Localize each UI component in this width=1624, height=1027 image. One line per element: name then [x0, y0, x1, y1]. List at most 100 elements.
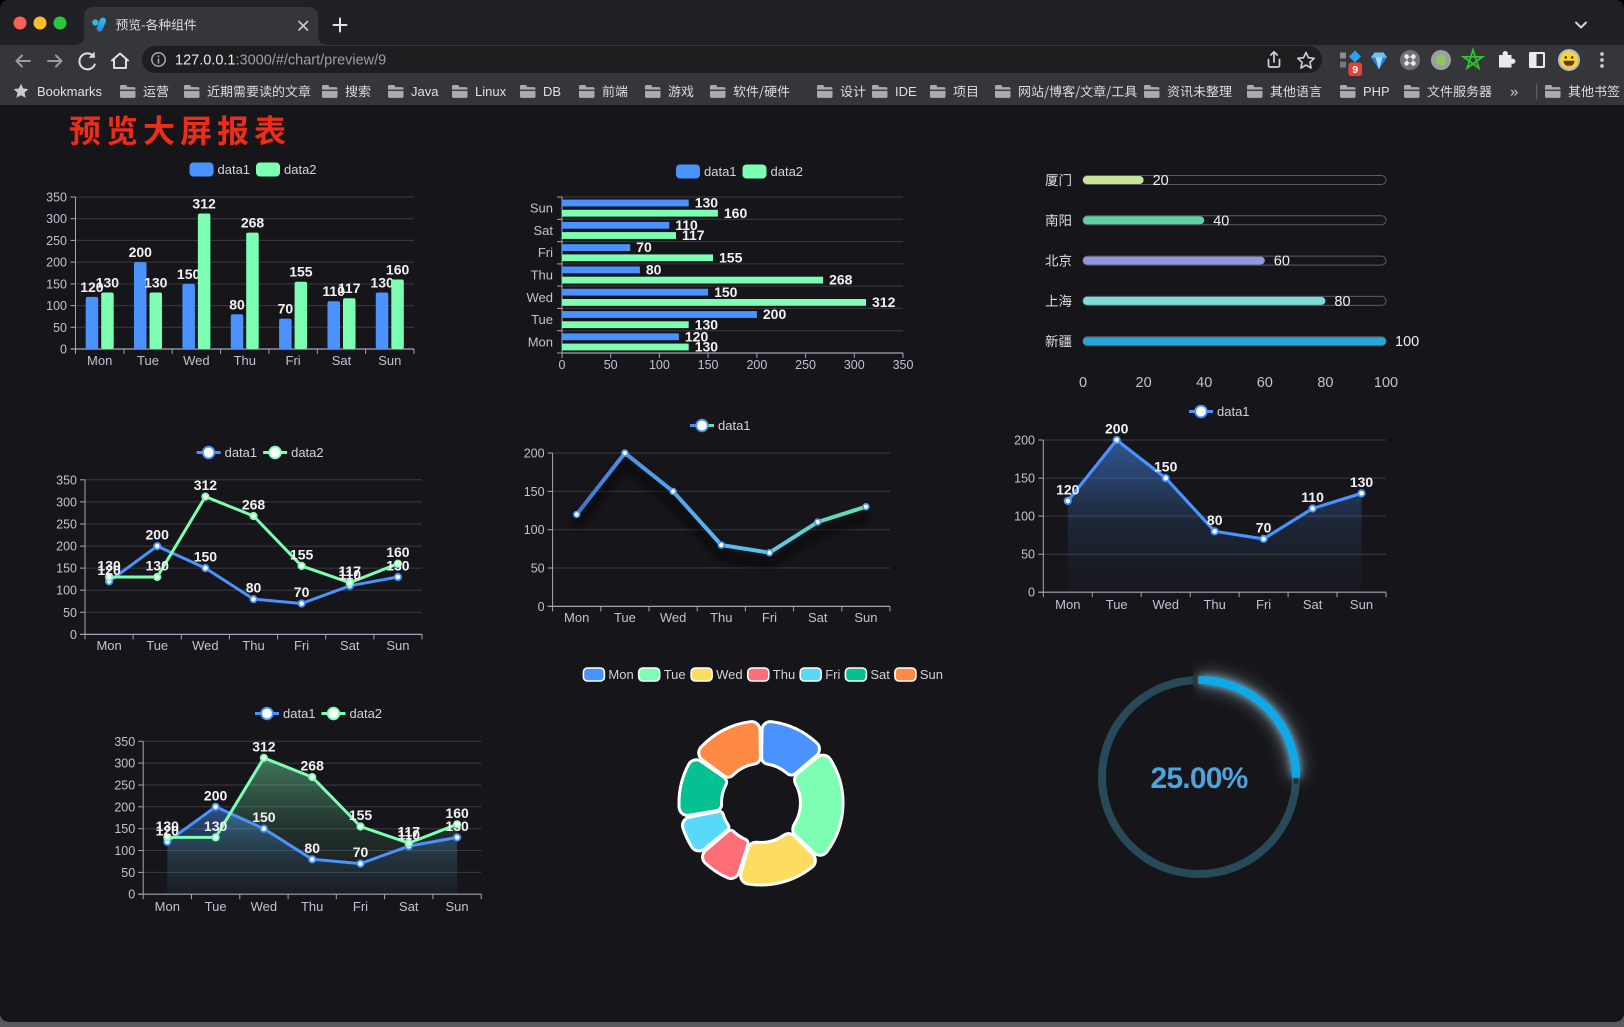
svg-text:Wed: Wed: [527, 290, 554, 305]
svg-text:155: 155: [290, 546, 314, 562]
svg-text:20: 20: [1153, 173, 1169, 189]
svg-text:130: 130: [96, 275, 120, 291]
svg-text:100: 100: [1374, 375, 1398, 391]
svg-text:155: 155: [719, 249, 743, 265]
svg-text:70: 70: [353, 844, 369, 860]
svg-text:Fri: Fri: [286, 353, 301, 368]
svg-text:150: 150: [1014, 472, 1035, 486]
svg-text:Thu: Thu: [234, 353, 256, 368]
svg-text:Mon: Mon: [564, 610, 589, 625]
svg-text:70: 70: [1256, 519, 1272, 535]
svg-text:data2: data2: [284, 162, 317, 177]
svg-text:Tue: Tue: [614, 610, 636, 625]
svg-text:Thu: Thu: [710, 610, 732, 625]
svg-text:80: 80: [646, 262, 662, 278]
svg-text:200: 200: [204, 787, 228, 803]
svg-text:300: 300: [46, 212, 67, 226]
svg-text:Bookmarks: Bookmarks: [37, 84, 103, 99]
svg-text:110: 110: [339, 566, 362, 582]
svg-text:Thu: Thu: [773, 667, 795, 682]
svg-text:Wed: Wed: [192, 638, 219, 653]
svg-text:130: 130: [695, 195, 719, 211]
svg-text:Fri: Fri: [538, 245, 553, 260]
svg-text:Mon: Mon: [608, 667, 633, 682]
svg-text:200: 200: [56, 540, 77, 554]
svg-text:200: 200: [1014, 434, 1035, 448]
svg-text:Wed: Wed: [183, 353, 210, 368]
svg-text:Tue: Tue: [137, 353, 159, 368]
svg-text:Sat: Sat: [1303, 597, 1323, 612]
svg-text:200: 200: [763, 306, 787, 322]
svg-text:130: 130: [695, 339, 719, 355]
svg-text:80: 80: [1207, 512, 1223, 528]
svg-text:Mon: Mon: [155, 899, 180, 914]
svg-text:100: 100: [1395, 334, 1419, 350]
svg-text:300: 300: [56, 495, 77, 509]
svg-text:data1: data1: [718, 418, 751, 433]
svg-text:312: 312: [192, 196, 216, 212]
svg-text:312: 312: [872, 294, 896, 310]
svg-text:Fri: Fri: [1256, 597, 1271, 612]
svg-text:60: 60: [1257, 375, 1273, 391]
svg-text:268: 268: [242, 497, 266, 513]
svg-text:150: 150: [252, 809, 276, 825]
svg-text:Fri: Fri: [294, 638, 309, 653]
svg-text:110: 110: [322, 283, 345, 299]
svg-text:Fri: Fri: [762, 610, 777, 625]
svg-text:IDE: IDE: [895, 84, 917, 99]
svg-text:100: 100: [524, 523, 545, 537]
svg-text:Mon: Mon: [528, 334, 553, 349]
svg-text:Sat: Sat: [870, 667, 890, 682]
svg-text:Mon: Mon: [87, 353, 112, 368]
svg-text:0: 0: [538, 600, 545, 614]
svg-text:200: 200: [46, 256, 67, 270]
svg-text:Wed: Wed: [716, 667, 743, 682]
svg-text:150: 150: [194, 549, 218, 565]
svg-text:120: 120: [156, 822, 180, 838]
svg-text:Fri: Fri: [353, 899, 368, 914]
svg-text:Tue: Tue: [1106, 597, 1128, 612]
svg-text:100: 100: [114, 844, 135, 858]
svg-text:130: 130: [204, 818, 228, 834]
svg-text:Wed: Wed: [1152, 597, 1179, 612]
svg-text::3000/#/chart/preview/9: :3000/#/chart/preview/9: [236, 53, 387, 69]
svg-text:70: 70: [294, 584, 310, 600]
svg-text:100: 100: [56, 584, 77, 598]
svg-text:80: 80: [304, 840, 320, 856]
svg-text:250: 250: [46, 234, 67, 248]
svg-text:50: 50: [63, 606, 77, 620]
svg-text:150: 150: [46, 277, 67, 291]
svg-text:Sat: Sat: [399, 899, 419, 914]
svg-text:data1: data1: [225, 445, 258, 460]
svg-text:25.00%: 25.00%: [1151, 762, 1248, 795]
svg-text:50: 50: [604, 358, 618, 372]
svg-text:130: 130: [445, 818, 469, 834]
svg-text:120: 120: [685, 328, 709, 344]
svg-text:data1: data1: [218, 162, 251, 177]
svg-text:120: 120: [80, 279, 104, 295]
svg-text:350: 350: [56, 473, 77, 487]
svg-text:Sun: Sun: [1350, 597, 1373, 612]
svg-text:50: 50: [121, 866, 135, 880]
svg-text:Sat: Sat: [340, 638, 360, 653]
svg-text:Sun: Sun: [854, 610, 877, 625]
svg-text:0: 0: [1028, 586, 1035, 600]
svg-text:Sun: Sun: [530, 201, 553, 216]
svg-text:Linux: Linux: [475, 84, 507, 99]
svg-text:»: »: [1510, 84, 1518, 101]
svg-text:150: 150: [177, 266, 201, 282]
svg-text:268: 268: [241, 215, 265, 231]
svg-text:150: 150: [698, 358, 719, 372]
svg-text:117: 117: [338, 280, 361, 296]
svg-text:117: 117: [682, 227, 705, 243]
svg-text:Thu: Thu: [1203, 597, 1225, 612]
svg-text:data2: data2: [771, 164, 804, 179]
svg-text:50: 50: [1021, 548, 1035, 562]
svg-text:120: 120: [97, 562, 121, 578]
svg-text:100: 100: [1014, 510, 1035, 524]
svg-text:70: 70: [278, 301, 294, 317]
svg-text:50: 50: [531, 562, 545, 576]
svg-text:Mon: Mon: [96, 638, 121, 653]
svg-text:Mon: Mon: [1055, 597, 1080, 612]
svg-text:312: 312: [252, 738, 276, 754]
